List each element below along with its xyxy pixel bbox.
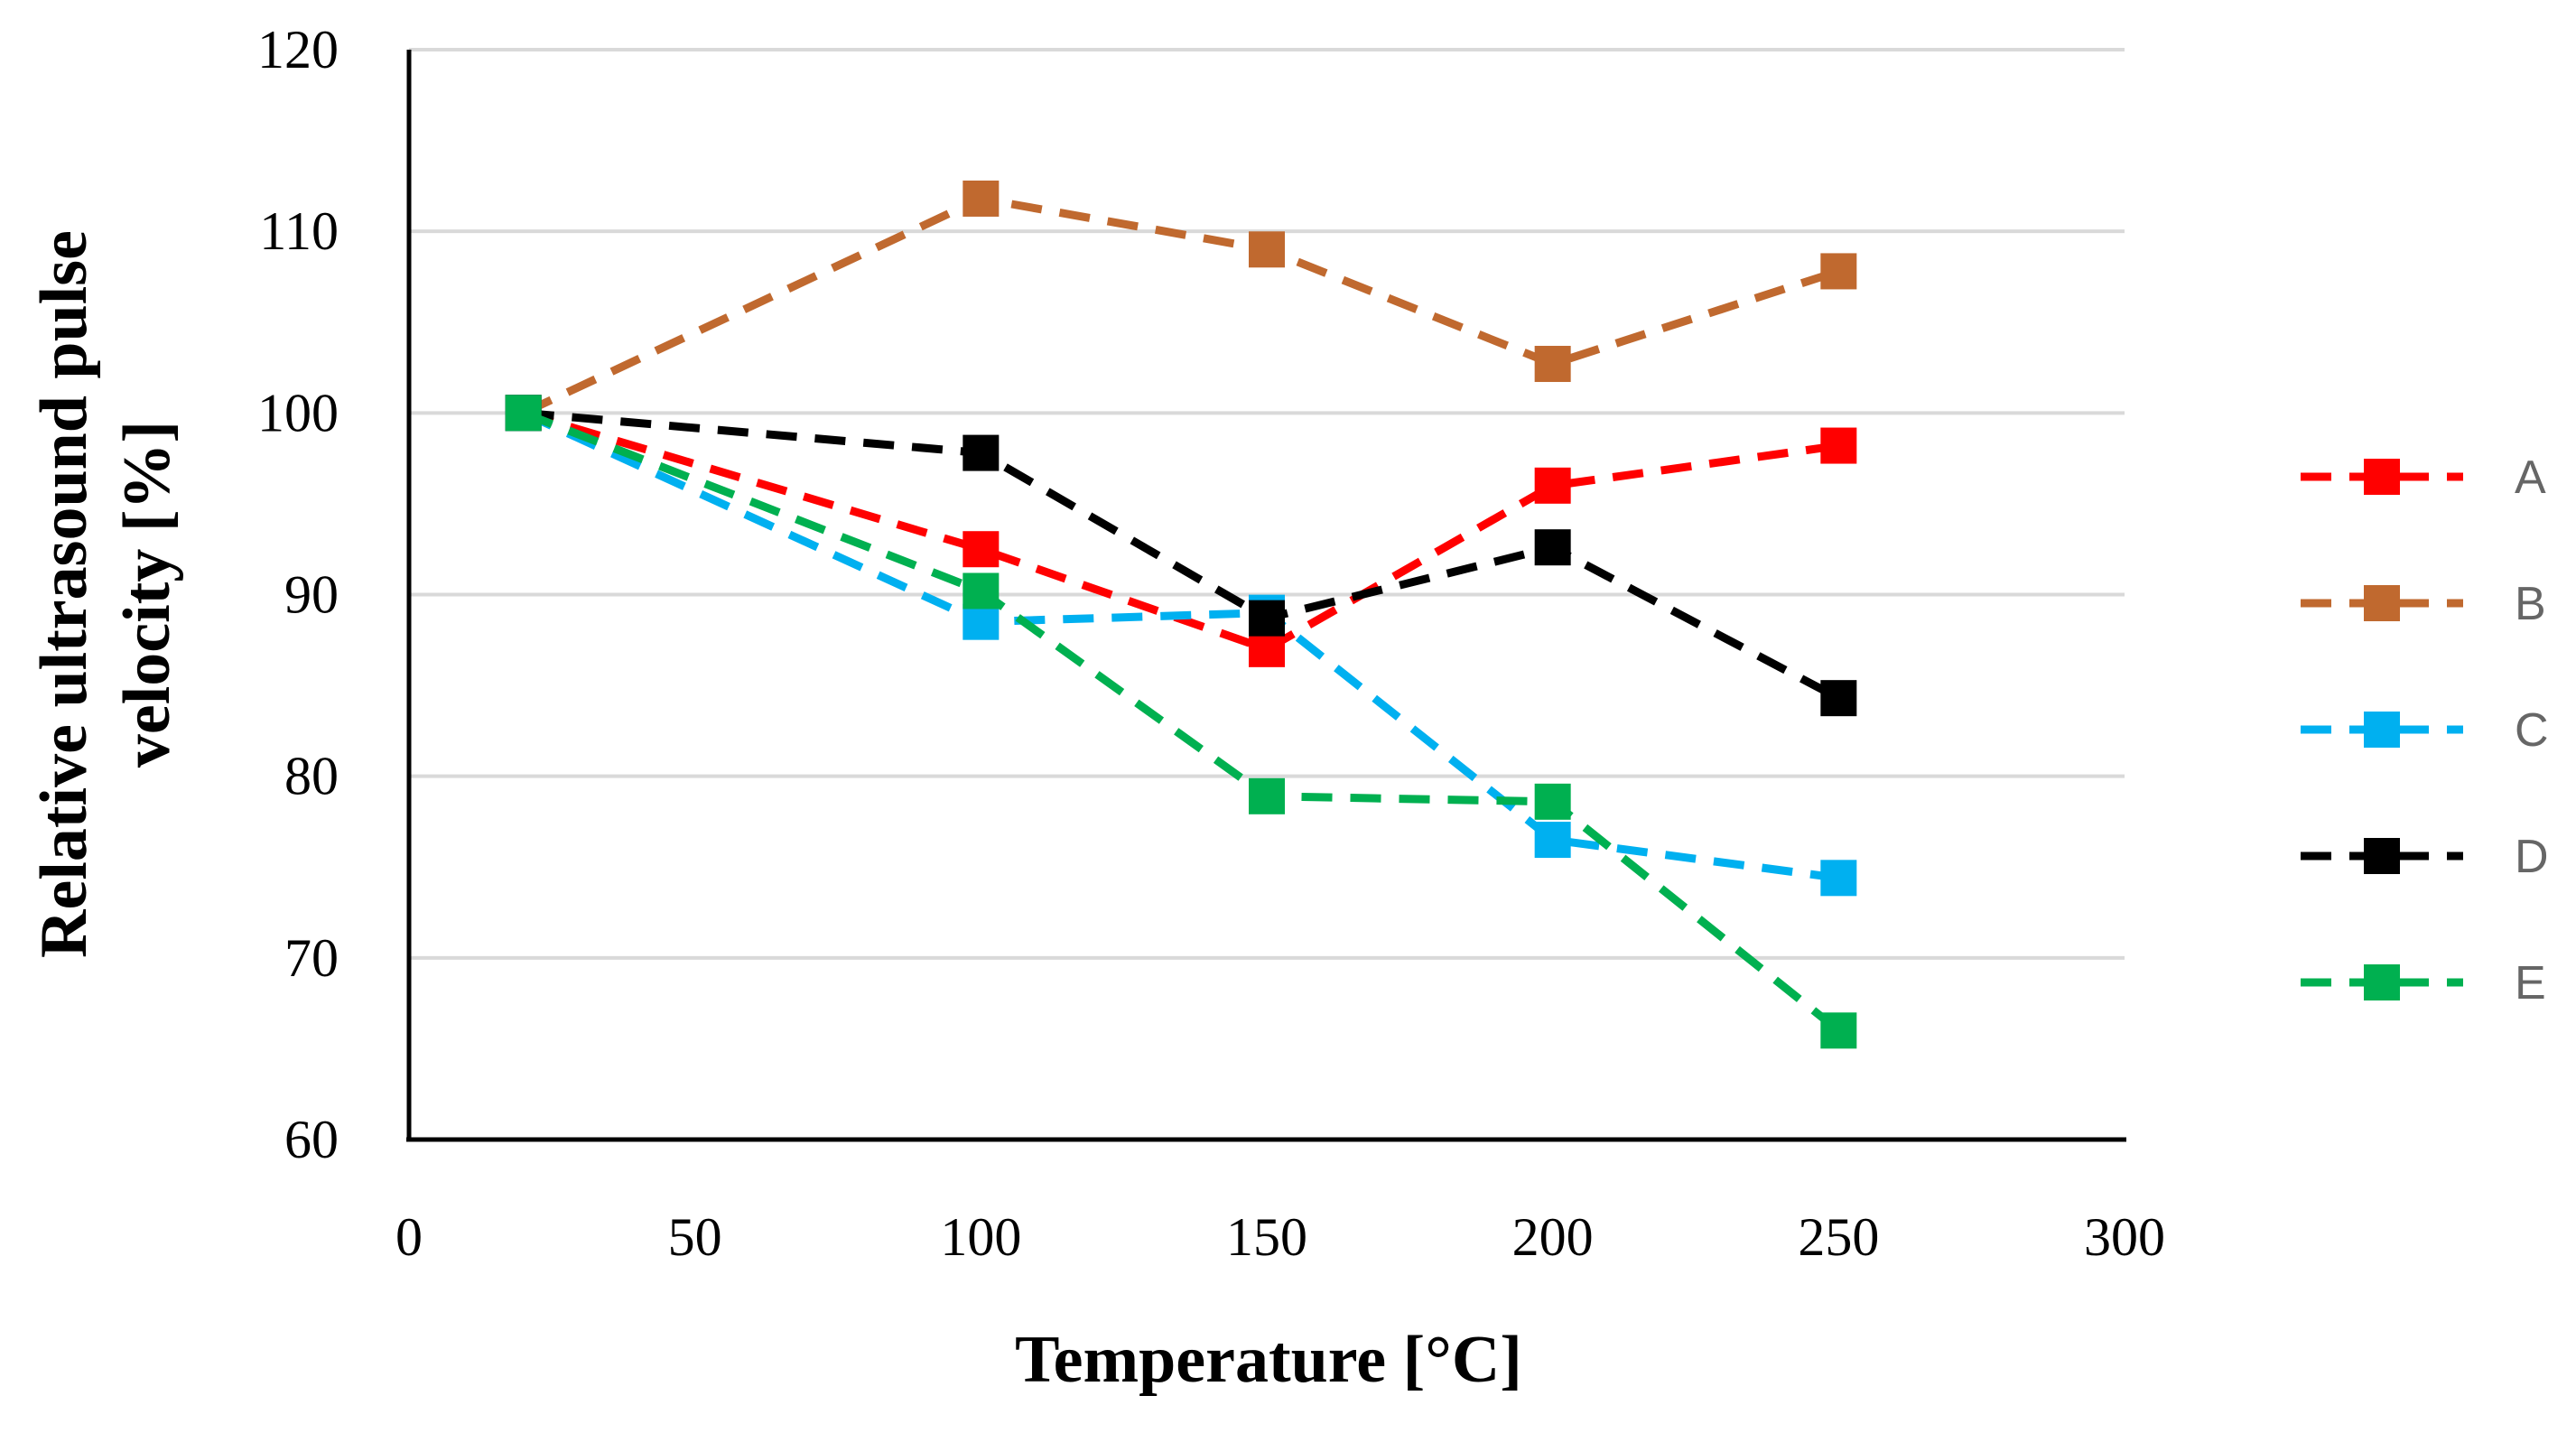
legend-label-D: D [2515,831,2549,883]
data-point-A-100 [963,531,1000,568]
data-point-D-200 [1534,529,1571,566]
data-point-B-100 [963,180,1000,217]
legend-marker-B [2364,585,2400,621]
data-point-B-250 [1820,253,1857,290]
y-tick-label: 110 [259,201,339,261]
x-tick-label: 150 [1226,1207,1307,1267]
legend-label-B: B [2515,578,2546,630]
x-tick-label: 250 [1798,1207,1879,1267]
series-E [505,395,1857,1049]
data-point-A-250 [1820,427,1857,464]
x-axis-title: Temperature [°C] [1015,1323,1522,1397]
y-tick-label: 70 [284,928,339,988]
series-line-C [521,409,1839,882]
x-tick-label: 300 [2084,1207,2165,1267]
data-point-D-100 [963,434,1000,471]
y-tick-label: 100 [257,383,339,442]
data-point-E-100 [963,572,1000,609]
y-tick-labels: 60 70 80 90 100 110 120 [257,20,339,1169]
legend-marker-D [2364,838,2400,874]
series [505,180,1857,1049]
legend: A B C D E [2301,451,2549,1010]
data-point-B-150 [1249,231,1285,268]
data-point-C-250 [1820,860,1857,897]
data-point-C-200 [1534,822,1571,859]
legend-marker-C [2364,712,2400,748]
x-tick-label: 50 [668,1207,722,1267]
y-tick-label: 120 [257,20,339,79]
data-point-D-250 [1820,680,1857,717]
y-axis-title-line-2: velocity [%] [110,421,184,768]
legend-item-C: C [2301,704,2549,757]
legend-item-D: D [2301,831,2549,883]
data-point-E-200 [1534,783,1571,820]
gridlines [409,48,2125,960]
y-axis-title: Relative ultrasound pulse velocity [%] [27,230,184,958]
x-tick-label: 0 [395,1207,423,1267]
data-point-C-100 [963,603,1000,640]
legend-item-E: E [2301,957,2546,1010]
data-point-A-150 [1249,630,1285,667]
x-tick-label: 100 [940,1207,1021,1267]
y-tick-label: 80 [284,747,339,806]
data-point-A-200 [1534,467,1571,504]
data-point-E-150 [1249,777,1285,814]
series-C [505,395,1857,897]
x-tick-labels: 0 50 100 150 200 250 300 [395,1207,2165,1267]
data-point-E-250 [1820,1012,1857,1049]
data-point-E-20 [505,395,542,432]
y-tick-label: 60 [284,1110,339,1169]
legend-label-A: A [2515,451,2546,504]
legend-label-C: C [2515,704,2549,757]
data-point-B-200 [1534,346,1571,383]
y-axis-title-line-1: Relative ultrasound pulse [27,230,101,958]
y-tick-label: 90 [284,565,339,625]
legend-item-A: A [2301,451,2546,504]
series-line-D [523,408,1841,703]
series-D [505,395,1857,717]
axes [406,50,2126,1142]
series-B [505,180,1857,432]
legend-label-E: E [2515,957,2546,1010]
x-tick-label: 200 [1512,1207,1594,1267]
series-A [505,395,1857,667]
legend-marker-A [2364,459,2400,495]
legend-marker-E [2364,964,2400,1000]
data-point-D-150 [1249,600,1285,637]
legend-item-B: B [2301,578,2546,630]
